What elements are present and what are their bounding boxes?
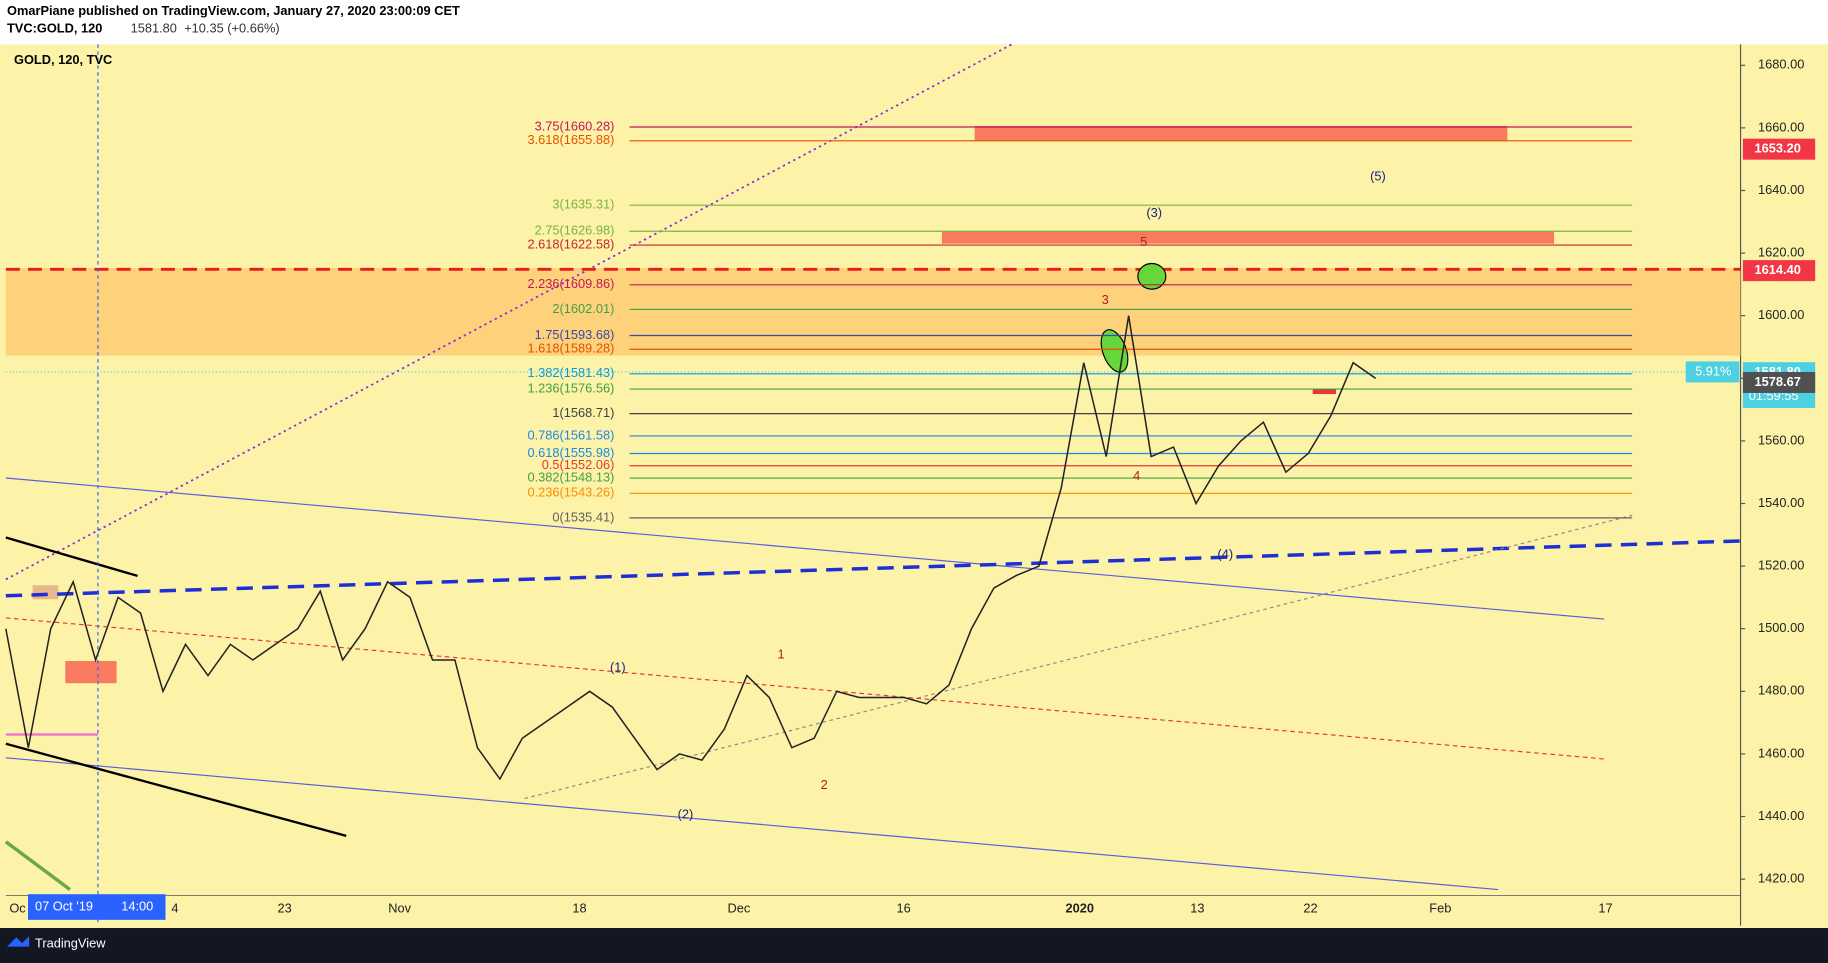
x-tick-label: 18 (572, 901, 586, 916)
logo (6, 936, 30, 947)
y-tick-label: 1500.00 (1758, 620, 1804, 635)
x-tick-label: 4 (171, 901, 178, 916)
price-badge-label: 1653.20 (1755, 141, 1801, 156)
fib-label: 3(1635.31) (552, 197, 614, 212)
x-tick-label: Nov (388, 901, 411, 916)
fib-label: 2.236(1609.86) (527, 276, 614, 291)
x-tick-label: 22 (1303, 901, 1317, 916)
wave-label: 3 (1102, 292, 1109, 307)
wave-label: 1 (778, 647, 785, 662)
price-badge (1742, 260, 1816, 282)
last: 1581.80 (131, 21, 177, 36)
target-box (941, 230, 1555, 244)
channel (5, 477, 1605, 620)
target-box (974, 125, 1508, 142)
wave-label: (1) (610, 659, 626, 674)
fib-label: 1.382(1581.43) (527, 365, 614, 380)
y-tick-label: 1680.00 (1758, 57, 1804, 72)
x-tick-label: Feb (1429, 901, 1451, 916)
channel (5, 757, 1499, 891)
crosshair-date: 07 Oct '19 (35, 898, 93, 913)
y-tick-label: 1560.00 (1758, 432, 1804, 447)
price-badge (1742, 138, 1816, 160)
fib-label: 3.75(1660.28) (535, 118, 615, 133)
mark (1312, 389, 1337, 395)
y-tick-label: 1600.00 (1758, 307, 1804, 322)
highlight (1137, 262, 1167, 290)
y-tick-label: 1520.00 (1758, 558, 1804, 573)
x-tick-label: 23 (277, 901, 291, 916)
fib-label: 1(1568.71) (552, 405, 614, 420)
x-tick-label: Dec (727, 901, 750, 916)
wave-label: 4 (1133, 468, 1140, 483)
y-tick-label: 1480.00 (1758, 683, 1804, 698)
x-tick-label: Oc (9, 901, 26, 916)
x-tick-label: 13 (1190, 901, 1204, 916)
price-badge-label: 1614.40 (1755, 262, 1801, 277)
chart-bg (0, 44, 1828, 929)
wedge-line (5, 742, 347, 838)
fib-label: 2(1602.01) (552, 301, 614, 316)
wave-label: (3) (1146, 205, 1162, 220)
legend: GOLD, 120, TVC (14, 52, 112, 67)
wave-label: (5) (1370, 169, 1386, 184)
trendline (5, 539, 1741, 598)
x-tick-label: 17 (1598, 901, 1612, 916)
line (4, 840, 71, 891)
x-tick-label: 16 (897, 901, 911, 916)
box (65, 661, 117, 684)
percent: 5.91% (1695, 363, 1731, 378)
fib-label: 0.236(1543.26) (527, 485, 614, 500)
y-tick-label: 1540.00 (1758, 495, 1804, 510)
x-tick-label: 2020 (1066, 901, 1095, 916)
wave-label: (4) (1217, 546, 1233, 561)
y-tick-label: 1660.00 (1758, 119, 1804, 134)
y-tick-label: 1420.00 (1758, 871, 1804, 886)
fib-label: 3.618(1655.88) (527, 132, 614, 147)
wave-label: 5 (1140, 234, 1147, 249)
fib-label: 0.382(1548.13) (527, 469, 614, 484)
y-tick-label: 1640.00 (1758, 182, 1804, 197)
fib-label: 1.75(1593.68) (535, 327, 615, 342)
channel-mid (5, 617, 1605, 760)
resistance-zone (5, 268, 1741, 356)
percent-bg (1685, 361, 1740, 383)
fib-label: 0(1535.41) (552, 509, 614, 524)
price-badge-label: 1578.67 (1755, 374, 1801, 389)
y-tick-label: 1440.00 (1758, 808, 1804, 823)
symbol: TVC:GOLD, 120 (7, 21, 102, 36)
y-tick-label: 1460.00 (1758, 745, 1804, 760)
brand: TradingView (35, 936, 106, 951)
price-badge (1742, 371, 1816, 393)
fib-label: 2.75(1626.98) (535, 223, 615, 238)
fib-label: 2.618(1622.58) (527, 236, 614, 251)
crosshair-time: 14:00 (121, 898, 153, 913)
fib-label: 0.618(1555.98) (527, 445, 614, 460)
fib-label: 1.236(1576.56) (527, 380, 614, 395)
fib-label: 1.618(1589.28) (527, 341, 614, 356)
fib-label: 0.786(1561.58) (527, 427, 614, 442)
publisher: OmarPiane published on TradingView.com, … (7, 3, 460, 18)
crosshair-label-bg (27, 894, 166, 920)
header-bar (0, 0, 1828, 45)
wedge-line (5, 536, 138, 578)
y-tick-label: 1620.00 (1758, 244, 1804, 259)
fib-label: 0.5(1552.06) (542, 457, 615, 472)
wave-label: 2 (821, 777, 828, 792)
wave-label: (2) (678, 806, 694, 821)
change: +10.35 (+0.66%) (184, 21, 279, 36)
trendline (524, 514, 1633, 800)
price-line (5, 315, 1377, 781)
box (32, 585, 59, 600)
footer-bar (0, 928, 1828, 963)
